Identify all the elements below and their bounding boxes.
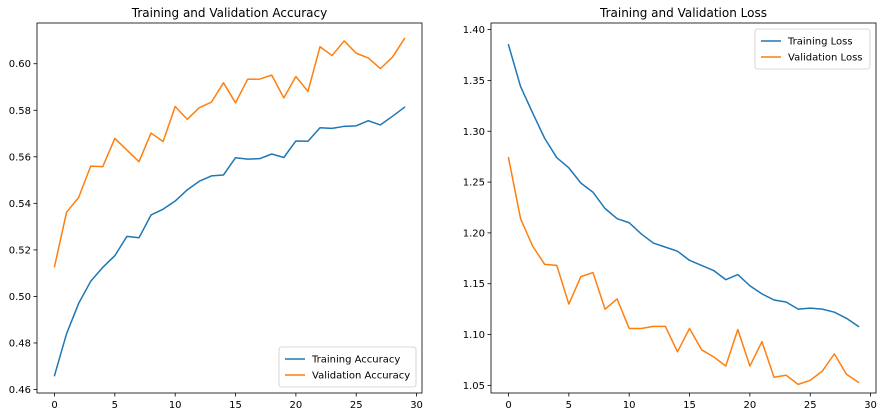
loss-y-tick-label: 1.35	[463, 76, 485, 87]
loss-chart: Training and Validation Loss 0 5 10 15 20 25 30…	[463, 6, 877, 411]
loss-series-line-training	[507, 43, 860, 328]
loss-y-tick-label: 1.20	[463, 228, 485, 239]
loss-x-tick-label: 30	[864, 400, 877, 411]
loss-x-tick-label: 20	[744, 400, 757, 411]
accuracy-y-tick-label: 0.58	[9, 106, 31, 117]
loss-chart-title: Training and Validation Loss	[599, 6, 767, 20]
accuracy-axes-frame	[36, 22, 423, 394]
loss-x-tick-label: 0	[505, 400, 511, 411]
loss-x-tick-label: 25	[804, 400, 817, 411]
loss-axes-frame	[490, 22, 877, 394]
accuracy-legend-label-training: Training Accuracy	[311, 355, 400, 366]
loss-legend: Training Loss Validation Loss	[754, 28, 871, 70]
loss-series-line-validation	[507, 156, 860, 386]
accuracy-chart-title: Training and Validation Accuracy	[131, 6, 327, 20]
accuracy-y-tick-label: 0.54	[9, 199, 31, 210]
loss-legend-label-validation: Validation Loss	[788, 53, 863, 64]
accuracy-x-tick-label: 5	[112, 400, 118, 411]
accuracy-legend-label-validation: Validation Accuracy	[312, 371, 410, 382]
accuracy-y-tick-label: 0.48	[9, 338, 31, 349]
accuracy-series-line-validation	[53, 37, 406, 268]
loss-x-tick-label: 5	[566, 400, 572, 411]
loss-y-tick-label: 1.10	[463, 330, 485, 341]
loss-y-tick-label: 1.30	[463, 127, 485, 138]
loss-y-tick-label: 1.05	[463, 381, 485, 392]
accuracy-y-tick-label: 0.46	[9, 385, 31, 396]
accuracy-series-line-training	[53, 106, 406, 377]
loss-x-tick-label: 10	[623, 400, 636, 411]
loss-y-tick-label: 1.40	[463, 25, 485, 36]
accuracy-chart: Training and Validation Accuracy 0 5 10 15 20…	[9, 6, 423, 411]
accuracy-legend-box	[278, 346, 417, 388]
accuracy-x-tick-label: 0	[51, 400, 57, 411]
accuracy-y-tick-label: 0.60	[9, 59, 31, 70]
accuracy-x-tick-label: 30	[410, 400, 423, 411]
accuracy-legend: Training Accuracy Validation Accuracy	[278, 346, 417, 388]
accuracy-x-tick-label: 15	[229, 400, 242, 411]
loss-y-tick-label: 1.15	[463, 279, 485, 290]
accuracy-x-tick-label: 10	[169, 400, 182, 411]
loss-y-tick-label: 1.25	[463, 178, 485, 189]
loss-x-tick-label: 15	[683, 400, 696, 411]
accuracy-y-tick-label: 0.56	[9, 152, 31, 163]
loss-legend-box	[754, 28, 871, 70]
accuracy-y-tick-label: 0.52	[9, 245, 31, 256]
accuracy-x-tick-label: 20	[290, 400, 303, 411]
accuracy-x-tick-label: 25	[350, 400, 363, 411]
loss-legend-label-training: Training Loss	[787, 37, 853, 48]
accuracy-y-tick-label: 0.50	[9, 292, 31, 303]
